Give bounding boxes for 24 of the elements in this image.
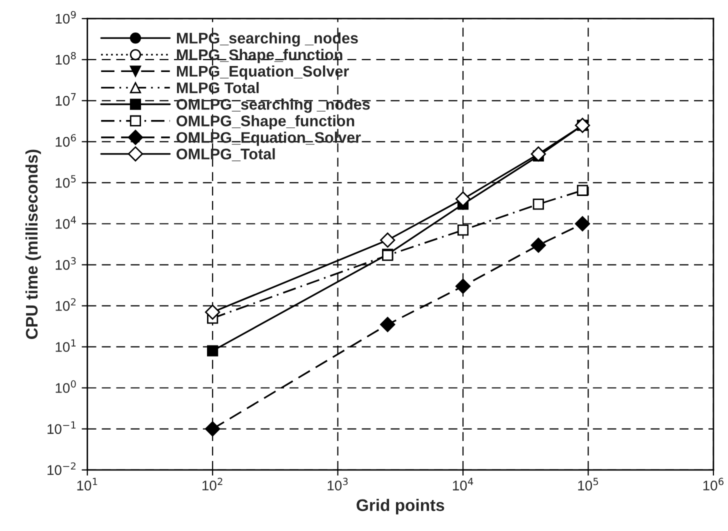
x-tick-label: 10$^{6}$ (703, 478, 724, 490)
legend-label: MLPG_Equation_Solver (176, 65, 349, 80)
y-tick-label: 10$^{8}$ (56, 52, 76, 65)
y-tick-label: 10$^{5}$ (56, 175, 76, 188)
legend-label: OMLPG_Total (176, 148, 275, 162)
y-tick-label: 10$^{6}$ (56, 134, 76, 147)
y-tick-label: 10$^{1}$ (56, 339, 76, 352)
y-tick-label: 10$^{9}$ (56, 10, 76, 24)
y-tick-label: 10$^{−2}$ (48, 462, 76, 475)
x-tick-label: 10$^{4}$ (452, 478, 474, 490)
x-tick-label: 10$^{1}$ (77, 478, 98, 490)
y-tick-label: 10$^{2}$ (56, 298, 76, 311)
y-axis-title: CPU time (milliseconds) (25, 150, 41, 339)
legend-label: OMLPG_Shape_function (176, 115, 354, 130)
y-tick-label: 10$^{4}$ (56, 216, 76, 229)
y-tick-label: 10$^{3}$ (56, 257, 76, 270)
x-tick-label: 10$^{5}$ (578, 478, 598, 490)
y-tick-label: 10$^{−1}$ (48, 421, 76, 434)
legend-label: MLPG_searching _nodes (176, 32, 358, 47)
y-tick-label: 10$^{7}$ (56, 93, 76, 106)
x-tick-label: 10$^{2}$ (202, 478, 222, 490)
x-tick-label: 10$^{3}$ (328, 478, 348, 490)
x-axis-title: Grid points (356, 498, 444, 514)
y-tick-label: 10$^{0}$ (56, 380, 76, 393)
